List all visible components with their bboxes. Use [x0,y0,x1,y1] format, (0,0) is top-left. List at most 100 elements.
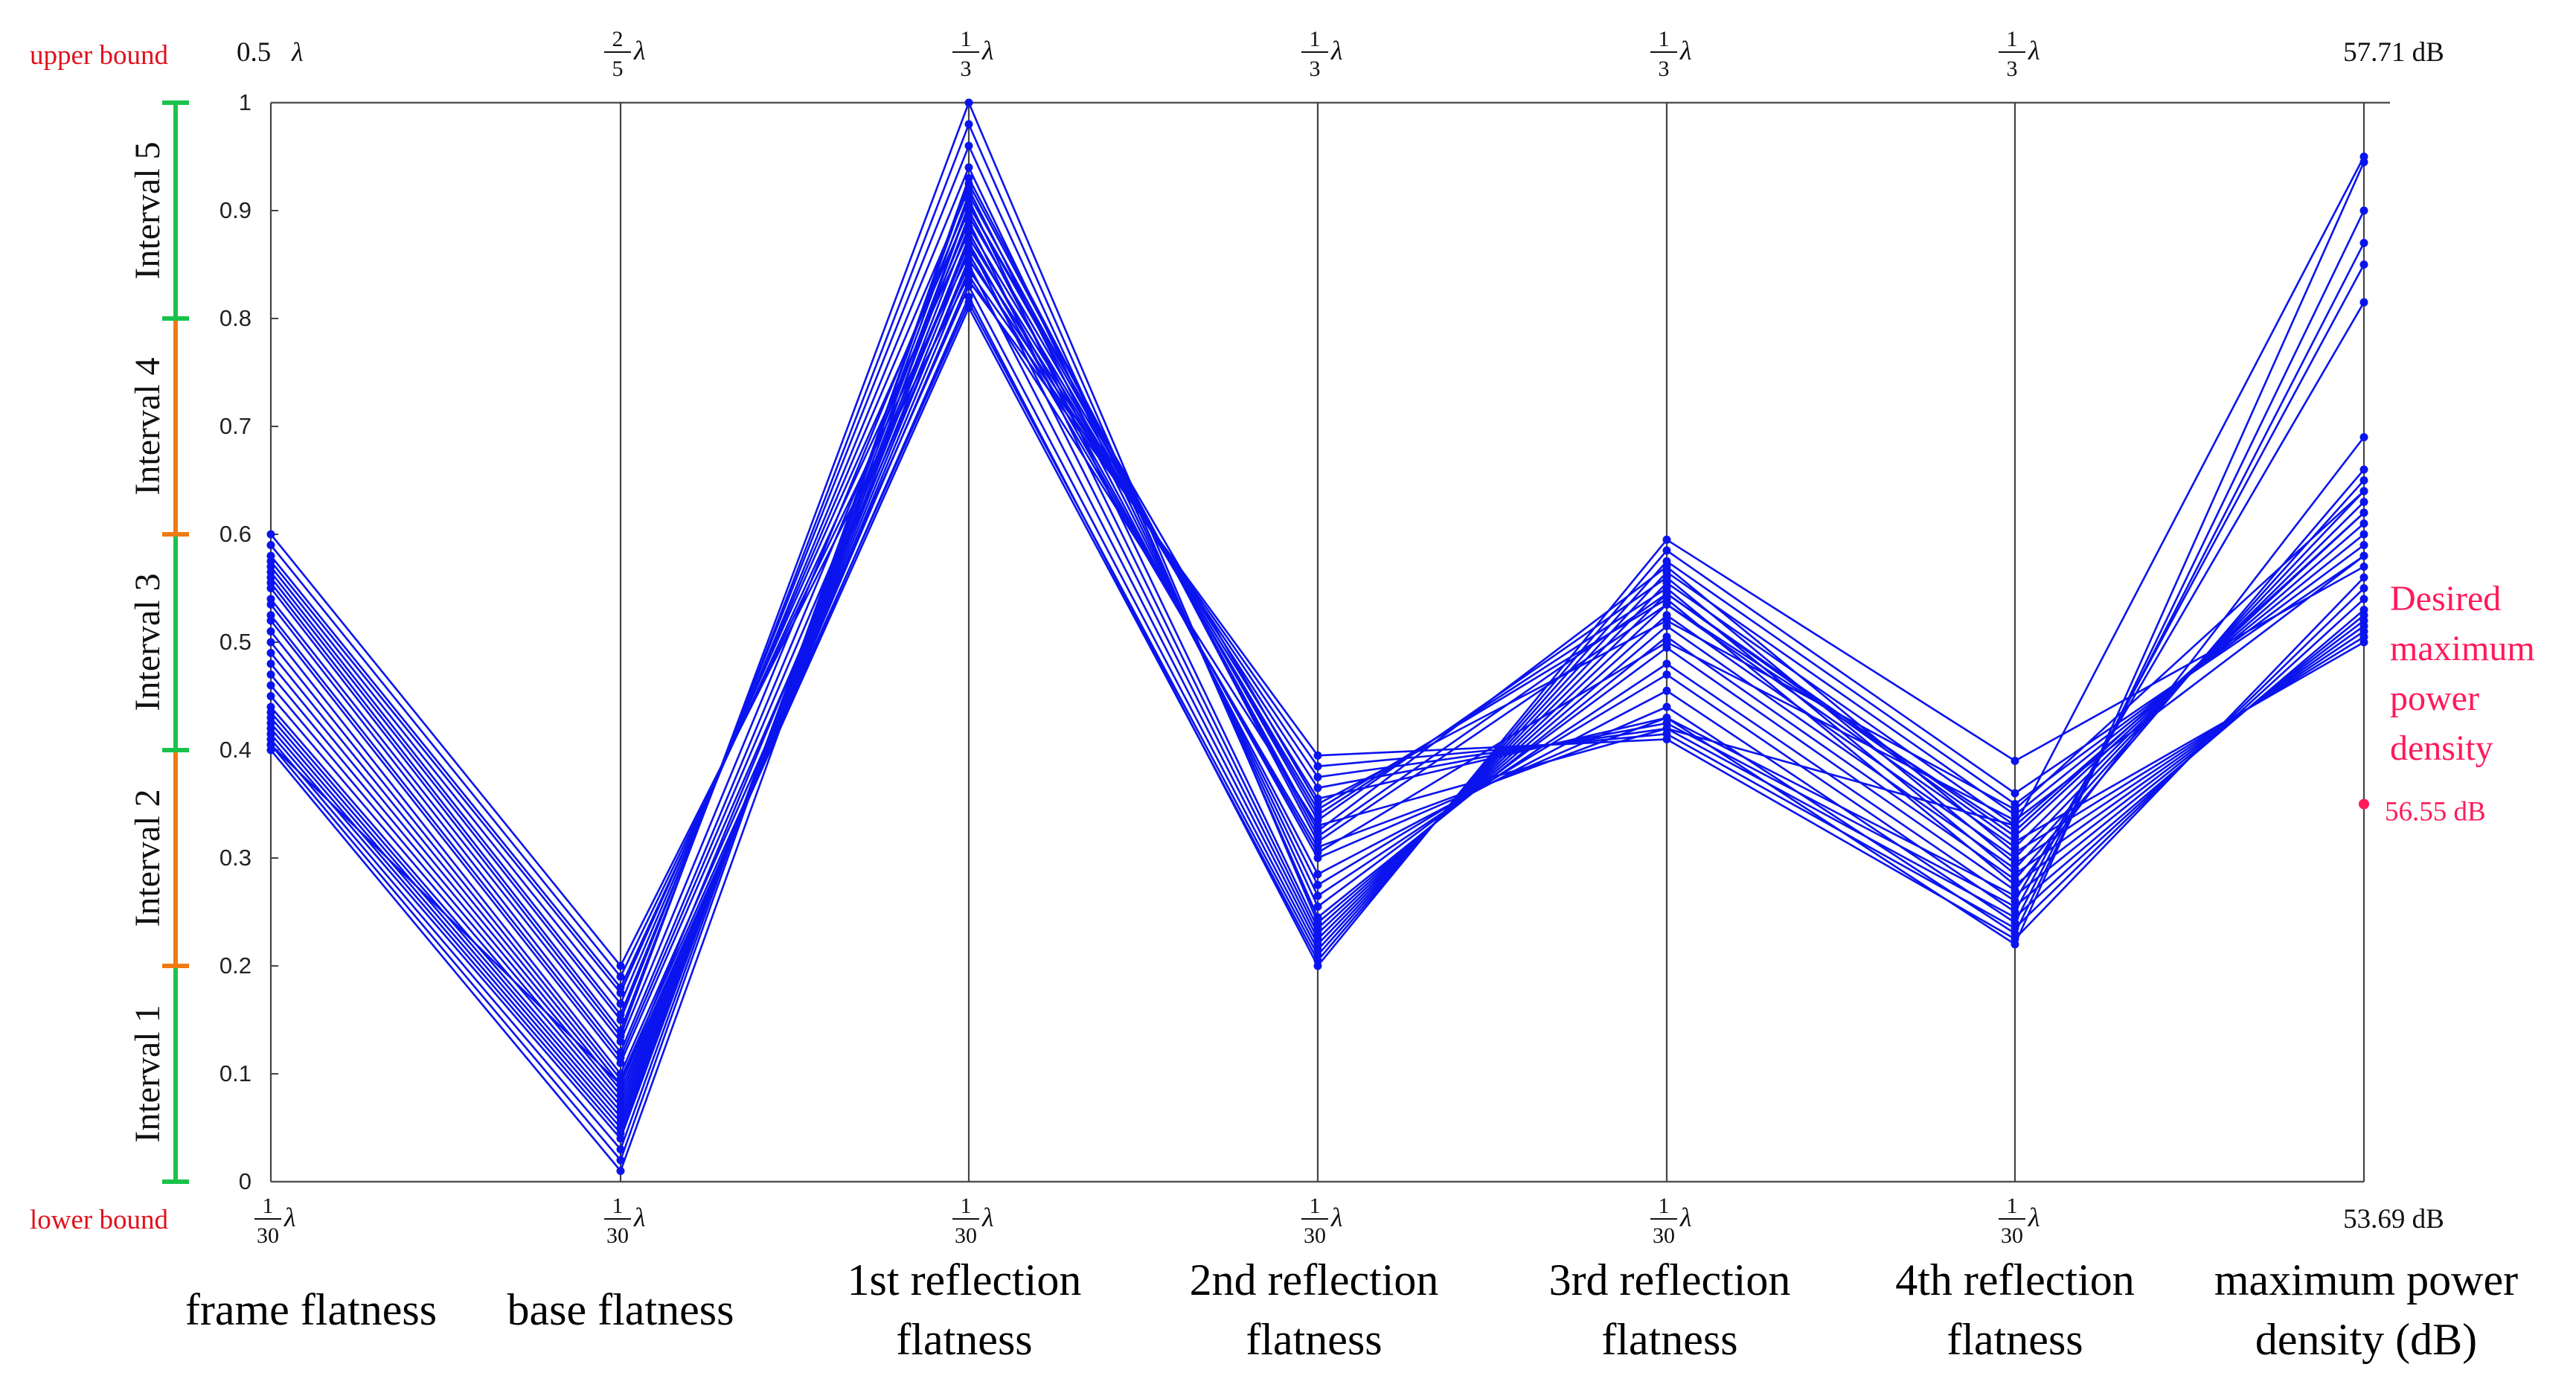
series-20 [266,254,2368,1110]
data-point [1313,961,1322,970]
data-point [616,999,625,1008]
y-tick-label: 0.3 [220,845,251,871]
fraction-denominator: 30 [1304,1223,1326,1248]
data-point [1313,772,1322,781]
data-point [2011,757,2019,765]
interval-2: Interval 2 [128,748,189,968]
data-point [616,1081,625,1089]
lambda-symbol: λ [981,36,994,65]
y-tick-label: 0.5 [220,629,251,655]
data-point [1313,837,1322,846]
data-point [2359,563,2368,571]
dimension-name-line: flatness [896,1315,1032,1364]
lower-bound-value-4: 1 30λ [1301,1194,1343,1248]
lambda-symbol: λ [291,37,304,67]
fraction-numerator: 1 [2007,1194,2018,1218]
dimension-name-line: base flatness [507,1285,734,1334]
dimension-name-line: flatness [1601,1315,1737,1364]
data-point [2359,530,2368,539]
data-point [1662,563,1671,571]
dimension-name-5: 3rd reflection flatness [1549,1255,1791,1364]
dimension-name-line: density (dB) [2255,1315,2477,1364]
lambda-symbol: λ [633,36,646,65]
bound-text: 53.69 dB [2343,1204,2444,1235]
lower-bound-value-6: 1 30λ [1999,1194,2040,1248]
dimension-name-line: 1st reflection [848,1255,1082,1304]
data-point [2359,519,2368,528]
data-point [1662,535,1671,544]
data-point [2359,498,2368,506]
lower-bound-value-3: 1 30λ [952,1194,994,1248]
lambda-symbol: λ [1679,36,1692,65]
upper-bound-value-4: 1 3λ [1301,27,1343,81]
series-30 [266,239,2368,1089]
interval-brackets: Interval 1 Interval 2 Interval 3 Interval 4… [128,100,189,1184]
lambda-symbol: λ [1330,1203,1343,1232]
data-point [616,1016,625,1024]
data-point [1313,816,1322,825]
data-point [266,616,275,625]
dimension-name-4: 2nd reflection flatness [1190,1255,1439,1364]
data-point [2011,935,2019,944]
interval-1: Interval 1 [128,964,189,1184]
data-point [964,292,973,301]
data-point [2359,584,2368,592]
fraction-numerator: 1 [961,1194,972,1218]
data-point [964,276,973,285]
fraction-numerator: 2 [612,27,624,51]
interval-4: Interval 4 [128,316,189,537]
fraction-numerator: 1 [2007,27,2018,51]
dimension-name-line: 2nd reflection [1190,1255,1439,1304]
fraction-numerator: 1 [1659,27,1670,51]
series-19 [266,266,2368,1105]
data-point [2359,551,2368,560]
fraction-numerator: 1 [961,27,972,51]
fraction-denominator: 30 [606,1223,629,1248]
data-point [266,692,275,700]
fraction-numerator: 1 [1659,1194,1670,1218]
dimension-name-6: 4th reflection flatness [1895,1255,2135,1364]
fraction-denominator: 3 [961,57,972,81]
data-point [2011,870,2019,879]
data-point [2359,476,2368,484]
annotation-text-line: Desired [2390,579,2501,618]
y-tick-label: 0.2 [220,953,251,979]
data-point [1662,589,1671,598]
data-point [1662,638,1671,647]
y-tick-label: 1 [239,89,251,115]
lambda-symbol: λ [1330,36,1343,65]
upper-bound-value-2: 2 5λ [604,27,646,81]
dimension-name-line: 4th reflection [1895,1255,2135,1304]
data-point [964,163,973,172]
data-point [266,600,275,609]
upper-bound-value-7: 57.71 dB [2343,37,2444,68]
dimension-name-2: base flatness [507,1285,734,1334]
annotation-text-line: density [2390,729,2493,768]
data-point [2011,902,2019,911]
interval-label: Interval 5 [128,141,167,279]
data-point [2359,638,2368,647]
desired-power-value: 56.55 dB [2385,797,2486,827]
data-point [964,254,973,263]
data-point [2359,595,2368,604]
data-point [1313,880,1322,889]
data-point [2011,880,2019,889]
data-point [2359,206,2368,215]
data-point [616,1059,625,1067]
data-point [2359,508,2368,517]
data-point [2011,816,2019,825]
data-point [964,98,973,107]
fraction-denominator: 3 [1659,57,1670,81]
data-point [2359,260,2368,269]
data-point [2359,433,2368,441]
data-point [266,541,275,549]
data-point [1662,616,1671,625]
data-point [964,141,973,150]
data-point [2011,805,2019,814]
desired-power-marker [2359,798,2369,810]
fraction-denominator: 5 [612,57,624,81]
data-series [266,98,2368,1175]
data-point [2359,465,2368,474]
data-point [1662,670,1671,679]
